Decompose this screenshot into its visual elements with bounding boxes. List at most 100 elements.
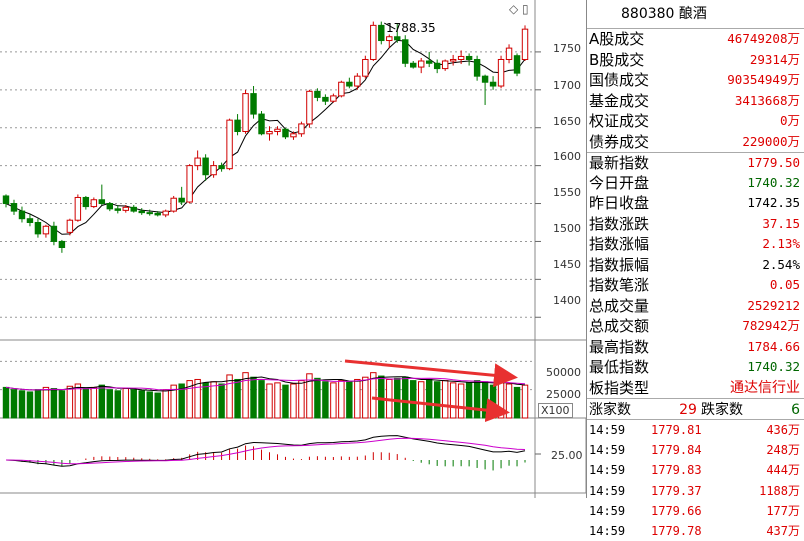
volume-bar	[258, 380, 265, 419]
candle-body	[18, 210, 26, 220]
candle-body	[186, 165, 193, 203]
index-name: 酿酒	[678, 6, 707, 22]
candle-body	[170, 197, 177, 212]
settings-icon[interactable]: ◇	[509, 2, 519, 16]
stat-value: 37.15	[762, 215, 800, 231]
volume-bar	[306, 373, 313, 419]
volume-bar	[282, 384, 289, 419]
candle-body	[370, 24, 377, 60]
candle-body	[138, 210, 145, 214]
volume-bar	[74, 383, 82, 419]
candle-body	[234, 119, 241, 133]
candle-body	[290, 133, 297, 138]
volume-bar	[98, 384, 106, 419]
tick-row[interactable]: 14:59 1779.37 1188万	[587, 481, 804, 501]
volume-bar	[465, 382, 473, 419]
volume-bar	[2, 386, 10, 419]
candle-body	[465, 55, 473, 60]
candle-body	[449, 58, 457, 62]
stat-label: A股成交	[589, 30, 645, 48]
stat-row: A股成交 46749208万	[587, 29, 804, 50]
stat-label: 最高指数	[589, 337, 650, 356]
candle-body	[306, 90, 313, 125]
tick-price: 1779.78	[651, 523, 702, 538]
volume-bar	[457, 383, 465, 419]
volume-bar	[202, 382, 209, 419]
volume-bar	[473, 380, 481, 419]
volume-bar	[146, 391, 153, 419]
volume-bar	[234, 378, 241, 419]
volume-bar	[106, 389, 114, 419]
tick-price: 1779.66	[651, 503, 702, 518]
volume-bar	[138, 390, 145, 419]
volume-bar	[362, 376, 369, 419]
tick-row[interactable]: 14:59 1779.66 177万	[587, 501, 804, 521]
candle-body	[425, 60, 433, 64]
volume-bar	[82, 388, 90, 419]
candle-body	[154, 212, 161, 216]
volume-ma2-line	[5, 377, 526, 391]
candle-body	[513, 55, 521, 74]
volume-bar	[18, 390, 26, 419]
price-tick-1650: 1650	[553, 115, 581, 128]
macd-dif-line	[5, 435, 526, 467]
tick-row[interactable]: 14:59 1779.84 248万	[587, 440, 804, 460]
candle-body	[74, 196, 82, 221]
volume-bar	[34, 389, 42, 419]
candle-body	[346, 81, 353, 87]
candle-body	[34, 221, 42, 235]
stat-value: 229000万	[742, 133, 800, 149]
volume-bar	[130, 389, 137, 419]
volume-unit-label: X100	[538, 403, 573, 418]
candle-body	[266, 131, 273, 135]
volume-bar	[266, 383, 273, 419]
stat-row: 债券成交 229000万	[587, 132, 804, 153]
stat-label: 板指类型	[589, 378, 650, 397]
high-marker-label: 1788.35	[386, 21, 436, 35]
tick-time: 14:59	[589, 463, 626, 478]
volume-bar	[170, 384, 177, 419]
volume-bar	[378, 375, 385, 419]
tick-row[interactable]: 14:59 1779.83 444万	[587, 460, 804, 480]
price-tick-1700: 1700	[553, 79, 581, 92]
volume-bar	[178, 383, 185, 419]
stat-label: 指数涨幅	[589, 235, 650, 253]
price-tick-1450: 1450	[553, 258, 581, 271]
stat-value: 2529212	[747, 297, 800, 313]
stat-value: 46749208万	[727, 31, 800, 46]
volume-bar	[26, 391, 34, 419]
price-tick-1550: 1550	[553, 186, 581, 199]
candle-body	[26, 218, 34, 223]
tick-time: 14:59	[589, 503, 626, 518]
stat-row: 权证成交 0万	[587, 111, 804, 132]
volume-bar	[162, 389, 169, 419]
macd-dea-line	[5, 437, 526, 465]
stats-list: A股成交 46749208万 B股成交 29314万 国债成交 90354949万 基金成交…	[587, 29, 804, 398]
stat-label: 指数振幅	[589, 255, 650, 274]
candle-body	[194, 157, 201, 167]
candle-body	[338, 81, 345, 97]
tick-row[interactable]: 14:59 1779.78 437万	[587, 521, 804, 541]
candle-body	[521, 28, 529, 60]
stat-value: 0.05	[769, 277, 800, 292]
tick-row[interactable]: 14:59 1779.81 436万	[587, 420, 804, 440]
candle-body	[90, 199, 98, 208]
tick-volume: 248万	[766, 443, 800, 458]
annotation-arrow-volume	[344, 359, 518, 388]
volume-bar	[186, 380, 193, 419]
stat-row: 指数笔涨 0.05	[587, 275, 804, 296]
candle-body	[473, 58, 481, 77]
kline-chart[interactable]	[0, 0, 586, 498]
candle-body	[481, 75, 489, 83]
window-icon[interactable]: ▯	[522, 2, 529, 16]
candle-body	[330, 95, 337, 102]
tick-price: 1779.81	[651, 423, 702, 437]
stat-row: 最高指数 1784.66	[587, 337, 804, 358]
volume-tick-50000: 50000	[546, 366, 581, 379]
quote-panel: 880380 酿酒 A股成交 46749208万 B股成交 29314万 国债成交 903…	[586, 0, 804, 538]
tick-list[interactable]: 14:59 1779.81 436万 14:59 1779.84 248万 14:59 177…	[587, 420, 804, 541]
stat-value: 2.13%	[762, 236, 800, 251]
candle-body	[497, 58, 505, 87]
kline-chart-area[interactable]: 1788.35 ◇ ▯ 1750 1700 1650 1600 1550 150…	[0, 0, 586, 498]
candle-body	[202, 157, 209, 176]
